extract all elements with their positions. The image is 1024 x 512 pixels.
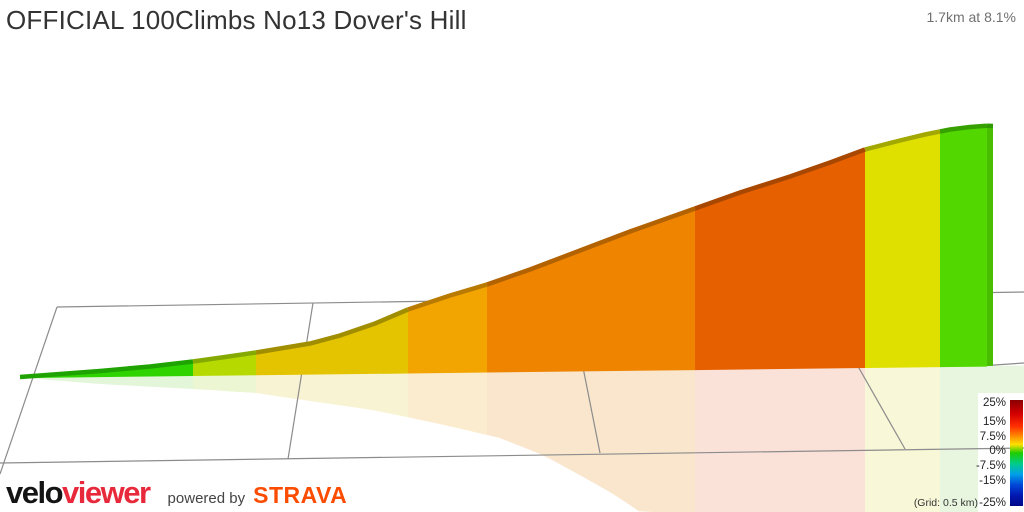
- profile-segment: [487, 209, 695, 373]
- ground-line-front: [0, 447, 1024, 464]
- profile-top-edge: [19, 359, 194, 380]
- ground-line-left: [0, 306, 58, 475]
- profile-segment: [20, 362, 193, 379]
- shadow-band: [408, 371, 487, 435]
- ground-line-grid_0_5km: [287, 302, 314, 460]
- profile-top-edge: [694, 147, 866, 211]
- shadow-band: [193, 374, 256, 393]
- profile-segment: [695, 150, 865, 371]
- profile-top-edge: [407, 282, 488, 312]
- profile-segment: [865, 132, 940, 368]
- profile-top-edge: [939, 123, 988, 134]
- legend-background: [978, 393, 1024, 512]
- profile-segment: [193, 353, 256, 376]
- profile-top-edge: [192, 350, 257, 364]
- profile-top-edge: [486, 206, 696, 287]
- shadow-band: [256, 372, 408, 418]
- profile-segment: [940, 126, 987, 368]
- shadow-band: [20, 375, 193, 389]
- profile-segment: [408, 285, 487, 374]
- profile-top-edge: [864, 129, 941, 152]
- shadow-band: [487, 369, 695, 512]
- profile-side-face: [987, 126, 993, 366]
- profile-top-edge: [255, 307, 409, 355]
- shadow-band: [695, 367, 865, 512]
- shadow-band: [865, 366, 940, 512]
